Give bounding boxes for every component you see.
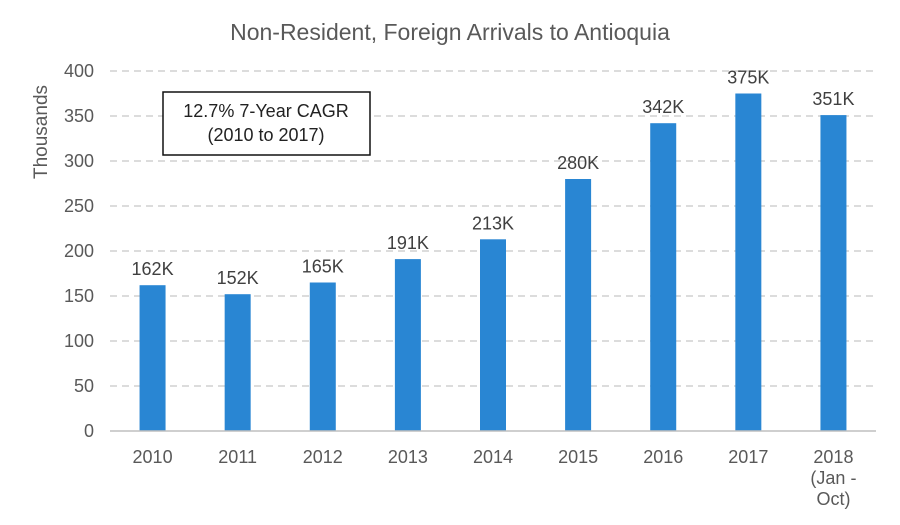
bar xyxy=(224,294,251,431)
annotation-border xyxy=(162,91,371,156)
data-labels: 162K 152K 165K 191K 213K 280K 342K 375K 351K xyxy=(132,68,855,289)
x-tick-label: 2011 xyxy=(218,447,257,467)
y-tick-label: 300 xyxy=(64,151,94,171)
data-label: 280K xyxy=(557,153,599,173)
y-tick-label: 100 xyxy=(64,331,94,351)
x-tick-label: 2016 xyxy=(643,447,683,467)
annotation-line-1: 12.7% 7-Year CAGR xyxy=(183,101,348,121)
data-label: 351K xyxy=(812,89,854,109)
y-tick-label: 350 xyxy=(64,106,94,126)
data-label: 162K xyxy=(132,259,174,279)
x-tick-label: 2018 (Jan -Oct) xyxy=(810,447,856,509)
y-axis-label: Thousands xyxy=(31,85,52,179)
data-label: 191K xyxy=(387,233,429,253)
data-label: 375K xyxy=(727,68,769,88)
y-tick-label: 200 xyxy=(64,241,94,261)
x-tick-label: 2012 xyxy=(303,447,343,467)
bar xyxy=(735,93,762,431)
bar xyxy=(309,282,336,431)
x-axis-ticks: 2010 2011 2012 2013 2014 2015 2016 2017 2018 (Jan… xyxy=(133,447,857,509)
data-label: 165K xyxy=(302,257,344,277)
annotation-line-2: (2010 to 2017) xyxy=(207,125,324,145)
x-tick-label: 2013 xyxy=(388,447,428,467)
y-tick-label: 150 xyxy=(64,286,94,306)
bar xyxy=(480,239,506,431)
y-tick-label: 0 xyxy=(84,421,94,441)
x-tick-label: 2015 xyxy=(558,447,598,467)
y-tick-label: 250 xyxy=(64,196,94,216)
bar xyxy=(820,115,847,431)
bar xyxy=(565,179,592,431)
data-label: 152K xyxy=(217,268,259,288)
y-axis-ticks: 0 50 100 150 200 250 300 350 400 xyxy=(64,61,94,441)
y-tick-label: 50 xyxy=(74,376,94,396)
cagr-annotation-box: 12.7% 7-Year CAGR (2010 to 2017) xyxy=(162,91,371,156)
y-tick-label: 400 xyxy=(64,61,94,81)
bar xyxy=(394,259,421,431)
data-label: 342K xyxy=(642,97,684,117)
x-tick-label: 2017 xyxy=(728,447,768,467)
bars xyxy=(139,93,847,431)
bar xyxy=(650,123,677,431)
chart-title: Non-Resident, Foreign Arrivals to Antioq… xyxy=(230,19,670,45)
x-tick-label: 2014 xyxy=(473,447,513,467)
data-label: 213K xyxy=(472,213,514,233)
x-tick-label: 2010 xyxy=(133,447,173,467)
bar xyxy=(139,285,166,431)
